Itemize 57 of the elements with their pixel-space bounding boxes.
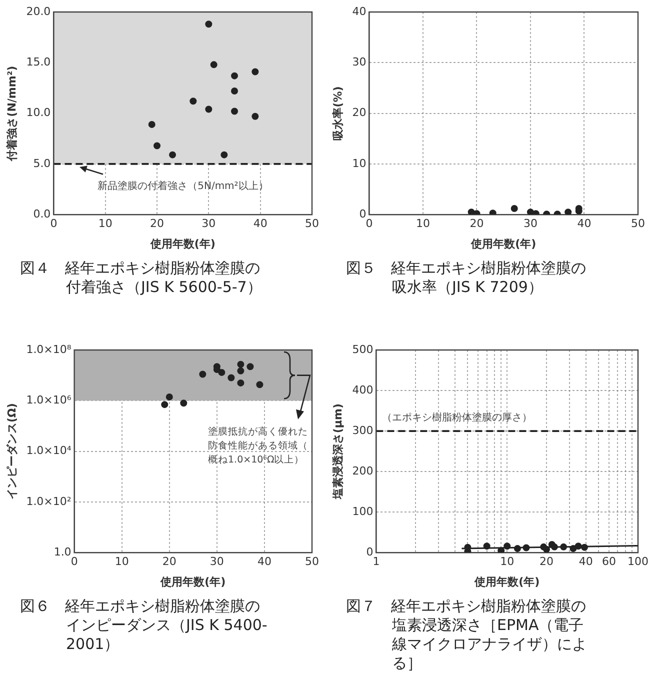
y-tick-label: 1.0×10²: [26, 494, 72, 508]
text: 図７ 経年エポキシ樹脂粉体塗膜の塩素浸透深さ［EPMA（電子線マイクロアナライザ）による］: [345, 597, 588, 673]
x-tick-label: 30: [523, 217, 538, 230]
x-tick-label: 50: [631, 217, 645, 230]
x-tick-label: 30: [202, 217, 216, 230]
y-tick-label: 15.0: [26, 56, 51, 69]
x-axis-title: 使用年数(年): [160, 575, 226, 588]
x-tick-label: 40: [257, 555, 272, 568]
band-label: 塗膜抵抗が高く優れた防食性能がある領域（概ね1.0×10⁶Ω以上）: [208, 426, 308, 466]
y-axis-title: 塩素浸透深さ(μm): [331, 403, 344, 500]
x-tick-label: 10: [98, 217, 112, 230]
y-tick-label: 0: [366, 545, 374, 558]
y-tick-label: 1.0×10⁶: [26, 394, 72, 407]
y-tick-label: 0.0: [33, 207, 51, 220]
y-tick-label: 200: [352, 464, 374, 478]
x-tick-label: 40: [253, 217, 268, 230]
y-axis-title: インピーダンス(Ω): [5, 403, 18, 500]
y-tick-label: 40: [352, 4, 366, 18]
x-tick-label: 10: [114, 555, 129, 568]
x-tick-label: 30: [210, 555, 224, 568]
y-tick-label: 1.0×10⁸: [26, 342, 72, 356]
y-tick-label: 10.0: [26, 106, 51, 120]
x-axis-title: 使用年数(年): [470, 237, 536, 250]
x-tick-label: 50: [305, 555, 319, 568]
y-tick-label: 30: [352, 56, 366, 69]
y-tick-label: 20.0: [26, 4, 51, 18]
y-tick-label: 5.0: [33, 156, 51, 170]
x-tick-label: 60: [602, 555, 616, 568]
y-tick-label: 500: [352, 342, 374, 356]
y-tick-label: 300: [352, 424, 374, 437]
text: 図５ 経年エポキシ樹脂粉体塗膜の吸水率（JIS K 7209）: [345, 259, 587, 297]
annotation: 新品塗膜の付着強さ（5N/mm²以上）: [98, 180, 268, 192]
y-tick-label: 1.0: [54, 545, 72, 558]
y-tick-label: 1.0×10⁴: [26, 444, 72, 458]
x-tick-label: 40: [577, 217, 592, 230]
x-tick-label: 10: [500, 555, 514, 568]
x-axis-title: 使用年数(年): [474, 575, 540, 588]
x-tick-label: 100: [628, 555, 648, 568]
ref-line-label: （エポキシ樹脂粉体塗膜の厚さ）: [382, 412, 532, 424]
y-tick-label: 10: [352, 156, 366, 170]
y-axis-title: 吸水率(%): [331, 86, 344, 140]
x-axis-title: 使用年数(年): [149, 237, 216, 250]
y-tick-label: 0: [359, 207, 366, 220]
x-tick-label: 10: [416, 217, 430, 230]
text: 図４ 経年エポキシ樹脂粉体塗膜の付着強さ（JIS K 5600-5-7）: [19, 259, 263, 297]
x-tick-label: 20: [540, 555, 554, 568]
y-tick-label: 100: [352, 504, 374, 518]
x-tick-label: 1: [372, 555, 380, 568]
y-axis-title: 付着強さ(N/mm²): [5, 66, 18, 162]
x-tick-label: 50: [305, 217, 319, 230]
x-tick-label: 40: [578, 555, 593, 568]
x-tick-label: 20: [162, 555, 176, 568]
text: 図６ 経年エポキシ樹脂粉体塗膜のインピーダンス（JIS K 5400-2001）: [19, 597, 268, 654]
y-tick-label: 20: [352, 106, 366, 120]
x-tick-label: 20: [150, 217, 164, 230]
y-tick-label: 400: [352, 383, 374, 396]
x-tick-label: 20: [470, 217, 484, 230]
